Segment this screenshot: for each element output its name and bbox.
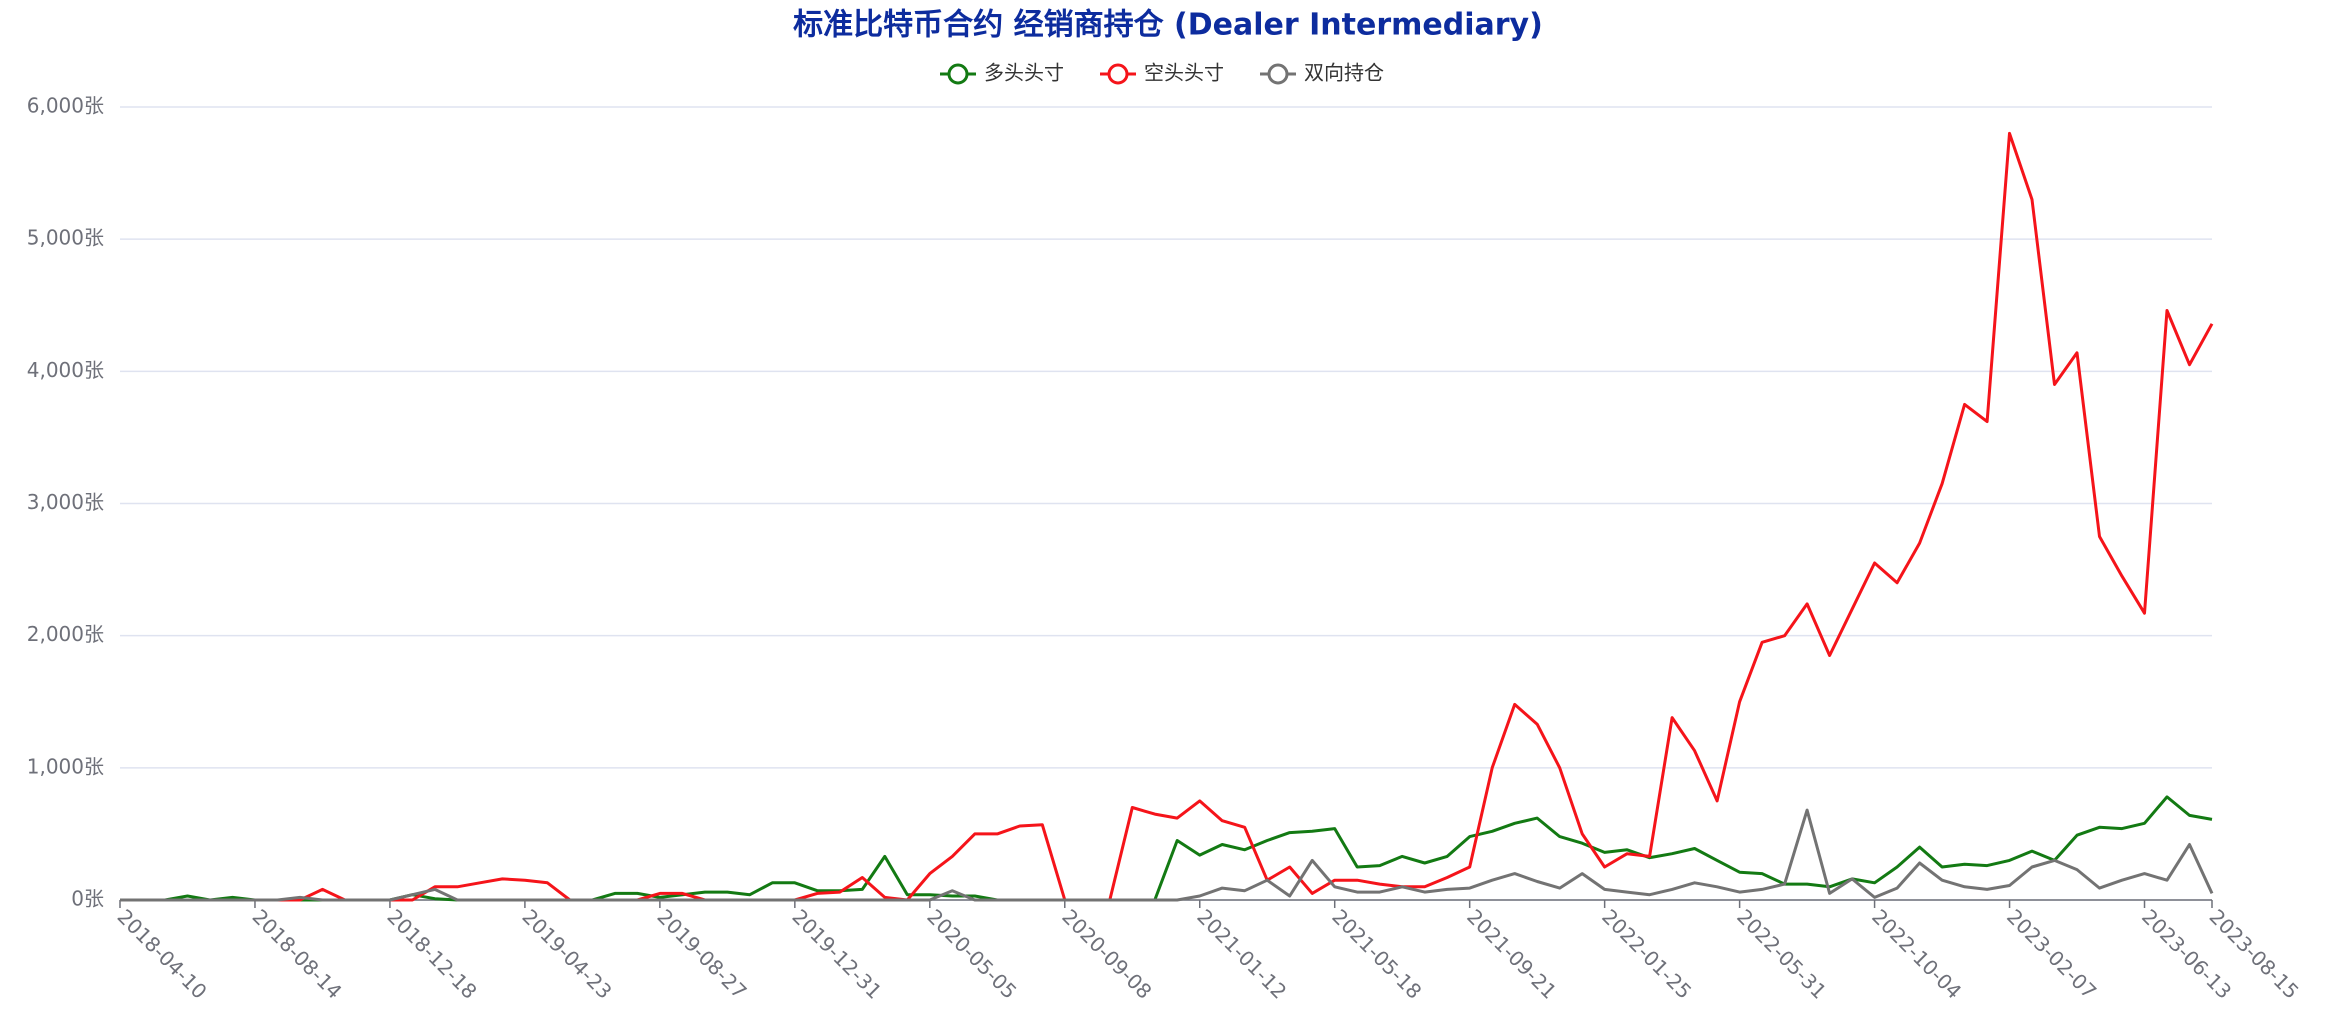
legend-label: 多头头寸	[984, 61, 1064, 85]
x-tick-label: 2019-12-31	[787, 904, 886, 1003]
series-line	[120, 131, 2214, 902]
y-tick-label: 5,000张	[27, 226, 104, 250]
legend-marker	[1107, 63, 1129, 85]
legend-marker	[947, 63, 969, 85]
x-tick-label: 2019-08-27	[652, 904, 751, 1003]
y-tick-label: 1,000张	[27, 754, 104, 778]
x-tick-label: 2019-04-23	[517, 904, 616, 1003]
x-tick-label: 2020-05-05	[922, 904, 1021, 1003]
y-tick-label: 3,000张	[27, 490, 104, 514]
x-tick-label: 2021-01-12	[1192, 904, 1291, 1003]
y-tick-label: 2,000张	[27, 622, 104, 646]
y-tick-label: 0张	[71, 887, 104, 911]
x-tick-label: 2018-12-18	[383, 904, 482, 1003]
series-line	[120, 808, 2214, 902]
x-tick-label: 2018-08-14	[248, 904, 347, 1003]
x-tick-label: 2018-04-10	[113, 904, 212, 1003]
x-tick-label: 2023-02-07	[2002, 904, 2101, 1003]
y-tick-label: 6,000张	[27, 94, 104, 118]
x-tick-label: 2020-09-08	[1057, 904, 1156, 1003]
x-tick-label: 2021-09-21	[1462, 904, 1561, 1003]
legend-label: 双向持仓	[1304, 61, 1384, 85]
chart-title: 标准比特币合约 经销商持仓 (Dealer Intermediary)	[793, 8, 1543, 43]
x-tick-label: 2022-01-25	[1597, 904, 1696, 1003]
legend-label: 空头头寸	[1144, 61, 1224, 85]
x-tick-label: 2022-05-31	[1732, 904, 1831, 1003]
x-tick-label: 2021-05-18	[1327, 904, 1426, 1003]
x-tick-label: 2022-10-04	[1867, 904, 1966, 1003]
legend-marker	[1267, 63, 1289, 85]
y-tick-label: 4,000张	[27, 358, 104, 382]
series-line	[120, 795, 2213, 902]
